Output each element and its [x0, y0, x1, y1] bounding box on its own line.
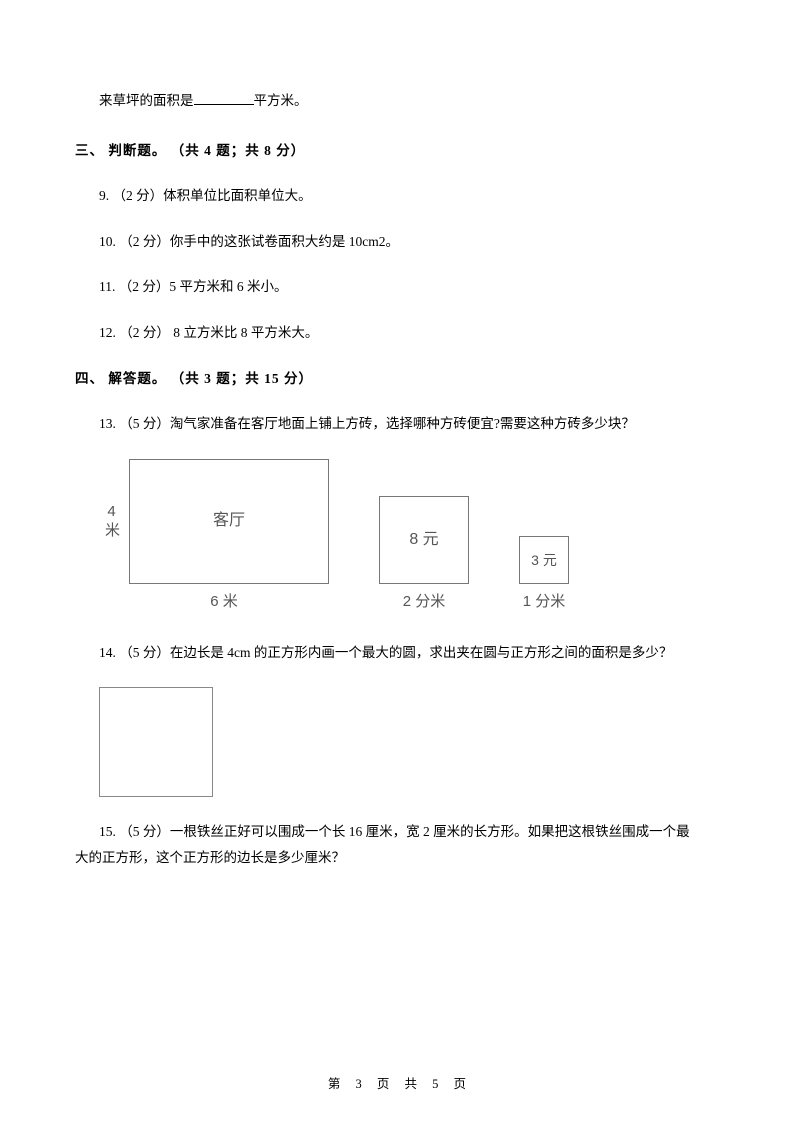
- q-num: 9.: [99, 188, 113, 203]
- question-12: 12. （2 分） 8 立方米比 8 平方米大。: [99, 322, 725, 344]
- tile8-rect: 8 元: [379, 496, 469, 584]
- q14-square: [99, 687, 213, 797]
- section-4-heading: 四、 解答题。 （共 3 题；共 15 分）: [75, 368, 725, 390]
- q-num: 15.: [99, 824, 119, 839]
- living-rect: 客厅: [129, 459, 329, 584]
- page-footer: 第 3 页 共 5 页: [0, 1073, 800, 1092]
- page-content: 来草坪的面积是 平方米。 三、 判断题。 （共 4 题；共 8 分） 9. （2 …: [0, 0, 800, 869]
- q-pts: （5 分）: [119, 645, 170, 660]
- q-num: 11.: [99, 279, 119, 294]
- section-3-heading: 三、 判断题。 （共 4 题；共 8 分）: [75, 140, 725, 162]
- q13-figures: 4米 客厅 6 米 8 元 2 分米 3 元 1 分米: [99, 459, 725, 614]
- tile-8-figure: 8 元 2 分米: [379, 496, 469, 614]
- question-9: 9. （2 分）体积单位比面积单位大。: [99, 185, 725, 207]
- question-14: 14. （5 分）在边长是 4cm 的正方形内画一个最大的圆，求出夹在圆与正方形…: [99, 642, 725, 664]
- q-num: 12.: [99, 325, 119, 340]
- question-13: 13. （5 分）淘气家准备在客厅地面上铺上方砖，选择哪种方砖便宜?需要这种方砖…: [99, 413, 725, 435]
- living-bottom-label: 6 米: [210, 590, 238, 614]
- tile8-bottom-label: 2 分米: [403, 590, 446, 614]
- q-text: 体积单位比面积单位大。: [163, 188, 312, 203]
- tile3-rect: 3 元: [519, 536, 569, 584]
- q-text: 你手中的这张试卷面积大约是 10cm2。: [170, 234, 399, 249]
- q-num: 13.: [99, 416, 119, 431]
- continuation-line: 来草坪的面积是 平方米。: [99, 90, 725, 112]
- q-pts: （5 分）: [119, 824, 170, 839]
- tile3-inner-label: 3 元: [531, 549, 557, 571]
- q14-figure: [99, 687, 725, 797]
- q-text: 淘气家准备在客厅地面上铺上方砖，选择哪种方砖便宜?需要这种方砖多少块？: [170, 416, 635, 431]
- question-15-line2: 大的正方形，这个正方形的边长是多少厘米？: [75, 847, 725, 869]
- q-text: 在边长是 4cm 的正方形内画一个最大的圆，求出夹在圆与正方形之间的面积是多少？: [170, 645, 673, 660]
- tile8-inner-label: 8 元: [409, 527, 438, 553]
- q-pts: （2 分）: [119, 279, 170, 294]
- q-text: 8 立方米比 8 平方米大。: [170, 325, 319, 340]
- fill-blank[interactable]: [194, 90, 254, 105]
- living-left-label: 4米: [99, 503, 123, 539]
- tile3-bottom-label: 1 分米: [523, 590, 566, 614]
- q-text-line1: 一根铁丝正好可以围成一个长 16 厘米，宽 2 厘米的长方形。如果把这根铁丝围成…: [170, 824, 690, 839]
- question-15: 15. （5 分）一根铁丝正好可以围成一个长 16 厘米，宽 2 厘米的长方形。…: [99, 821, 725, 843]
- q-num: 10.: [99, 234, 119, 249]
- q-num: 14.: [99, 645, 119, 660]
- q-text: 5 平方米和 6 米小。: [169, 279, 287, 294]
- question-10: 10. （2 分）你手中的这张试卷面积大约是 10cm2。: [99, 231, 725, 253]
- tile-3-figure: 3 元 1 分米: [519, 536, 569, 614]
- q-pts: （2 分）: [119, 234, 170, 249]
- living-inner-label: 客厅: [213, 508, 245, 534]
- q-pts: （2 分）: [119, 325, 170, 340]
- cont-prefix: 来草坪的面积是: [99, 93, 194, 108]
- cont-suffix: 平方米。: [254, 93, 308, 108]
- q-pts: （5 分）: [119, 416, 170, 431]
- q-pts: （2 分）: [113, 188, 164, 203]
- question-11: 11. （2 分）5 平方米和 6 米小。: [99, 276, 725, 298]
- living-room-figure: 4米 客厅 6 米: [99, 459, 329, 614]
